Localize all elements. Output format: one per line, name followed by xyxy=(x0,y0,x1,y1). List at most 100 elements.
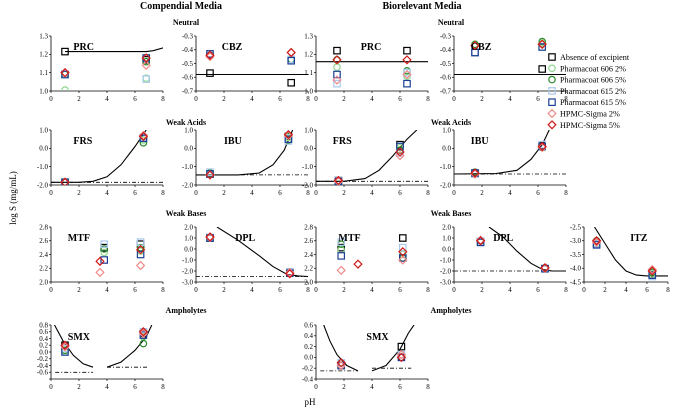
x-tick-label: 8 xyxy=(426,95,430,103)
y-tick-label: 2.0 xyxy=(442,223,451,231)
point-pharmacoat-615-5 xyxy=(139,331,148,339)
point-hpmc-sigma-2 xyxy=(398,255,408,265)
model-curve xyxy=(216,227,308,278)
point-pharmacoat-615-5 xyxy=(100,256,109,264)
y-tick-label: 1.1 xyxy=(39,69,48,77)
y-tick-label: -3.5 xyxy=(570,251,582,259)
model-curve xyxy=(106,325,153,368)
x-tick-label: 4 xyxy=(105,189,109,197)
y-tick-label: 2.8 xyxy=(304,223,313,231)
point-hpmc-sigma-5 xyxy=(333,175,344,185)
y-tick-label: 1.0 xyxy=(39,87,48,95)
panel-c-prc: 1.0 1.1 1.2 1.3 0 2 4 6 8 PRC xyxy=(39,32,165,103)
x-tick-label: 2 xyxy=(342,286,346,294)
drug-label-frs: FRS xyxy=(73,136,92,147)
plot-area xyxy=(51,130,163,185)
row-title-neutral-compendial: Neutral xyxy=(173,18,200,27)
x-tick-label: 2 xyxy=(480,189,484,197)
panel-b-frs: -2.0 -1.0 0.0 1.0 0 2 4 6 8 FRS xyxy=(302,126,430,197)
x-tick-label: 6 xyxy=(133,286,137,294)
point-pharmacoat-615-5 xyxy=(139,134,148,143)
x-tick-label: 4 xyxy=(370,95,374,103)
point-hpmc-sigma-5 xyxy=(647,266,657,276)
x-tick-label: 0 xyxy=(314,286,318,294)
x-tick-label: 4 xyxy=(105,286,109,294)
point-pharmacoat-615-5 xyxy=(61,70,69,79)
point-pharmacoat-615-5 xyxy=(538,43,547,51)
y-tick-label: -1.0 xyxy=(302,163,314,171)
y-tick-label: 2.6 xyxy=(304,237,313,245)
panel-b-cbz: -0.7 -0.6 -0.5 -0.4 -0.3 0 2 4 6 8 CBZ xyxy=(440,32,568,103)
point-hpmc-sigma-2 xyxy=(138,328,149,339)
x-tick-label: 8 xyxy=(306,286,310,294)
y-tick-label: 2.0 xyxy=(39,278,48,286)
x-tick-label: 4 xyxy=(370,189,374,197)
point-hpmc-sigma-5 xyxy=(537,39,547,49)
x-tick-label: 6 xyxy=(278,286,282,294)
point-pharmacoat-615-5 xyxy=(476,238,485,247)
legend-item: Pharmacoat 606 5% xyxy=(548,76,626,85)
legend-marker-square xyxy=(548,53,556,61)
x-tick-label: 0 xyxy=(452,286,456,294)
legend-label: Pharmacoat 615 2% xyxy=(560,87,626,96)
point-hpmc-sigma-2 xyxy=(138,130,149,141)
row-title-acids-compendial: Weak Acids xyxy=(166,118,206,127)
drug-label-prc: PRC xyxy=(73,42,94,53)
x-tick-label: 0 xyxy=(314,189,318,197)
point-absence-of-excipient xyxy=(399,234,407,242)
x-tick-label: 0 xyxy=(452,189,456,197)
drug-label-itz: ITZ xyxy=(630,233,648,244)
y-tick-label: -0.2 xyxy=(37,355,49,363)
x-tick-label: 6 xyxy=(398,189,402,197)
y-tick-label: 0.6 xyxy=(39,328,48,336)
point-pharmacoat-615-5 xyxy=(333,70,341,79)
y-tick-label: -0.5 xyxy=(182,60,194,68)
y-tick-label: 2.2 xyxy=(304,265,313,273)
y-tick-label: -2.0 xyxy=(440,267,452,275)
x-tick-label: 2 xyxy=(342,189,346,197)
y-tick-label: 1.0 xyxy=(39,126,48,134)
point-pharmacoat-615-2 xyxy=(337,238,346,246)
point-hpmc-sigma-2 xyxy=(95,267,105,278)
x-tick-label: 6 xyxy=(133,189,137,197)
point-pharmacoat-615-5 xyxy=(287,56,296,65)
point-hpmc-sigma-5 xyxy=(396,352,407,363)
drug-label-smx: SMX xyxy=(68,332,91,343)
y-tick-label: -0.4 xyxy=(37,362,49,370)
point-pharmacoat-615-5 xyxy=(648,271,657,279)
drug-label-cbz: CBZ xyxy=(471,42,492,53)
point-hpmc-sigma-2 xyxy=(537,142,547,153)
plot-area xyxy=(320,325,415,372)
legend-label: HPMC-Sigma 5% xyxy=(560,121,620,130)
x-tick-label: 0 xyxy=(314,383,318,391)
x-tick-label: 8 xyxy=(564,95,568,103)
model-curve xyxy=(454,130,550,175)
x-tick-label: 6 xyxy=(536,95,540,103)
x-tick-label: 4 xyxy=(250,286,254,294)
x-tick-label: 6 xyxy=(278,95,282,103)
y-tick-label: -0.3 xyxy=(182,32,194,40)
x-tick-label: 4 xyxy=(250,95,254,103)
y-tick-label: -2.5 xyxy=(570,223,582,231)
y-tick-label: 1.3 xyxy=(39,32,48,40)
point-hpmc-sigma-5 xyxy=(286,47,296,58)
y-tick-label: 1.2 xyxy=(304,51,313,59)
point-hpmc-sigma-5 xyxy=(470,168,480,178)
y-tick-label: 0.6 xyxy=(304,321,313,329)
column-title-biorelevant: Biorelevant Media xyxy=(383,1,462,12)
y-axis-title: log S (mg/mL) xyxy=(8,171,18,225)
y-tick-label: 0.0 xyxy=(304,145,313,153)
plot-area xyxy=(454,227,566,273)
panel-b-prc: 1.0 1.1 1.2 1.3 0 2 4 6 8 PRC xyxy=(304,32,430,103)
legend-marker-square xyxy=(548,87,556,95)
row-title-ampholytes-compendial: Ampholytes xyxy=(166,306,207,315)
x-tick-label: 2 xyxy=(77,383,81,391)
point-pharmacoat-615-5 xyxy=(399,254,407,262)
x-tick-label: 6 xyxy=(398,383,402,391)
x-tick-label: 8 xyxy=(564,189,568,197)
point-pharmacoat-615-2 xyxy=(399,243,407,252)
model-curve xyxy=(51,130,147,183)
point-hpmc-sigma-2 xyxy=(205,51,215,62)
point-hpmc-sigma-5 xyxy=(141,53,151,63)
x-tick-label: 2 xyxy=(480,95,484,103)
